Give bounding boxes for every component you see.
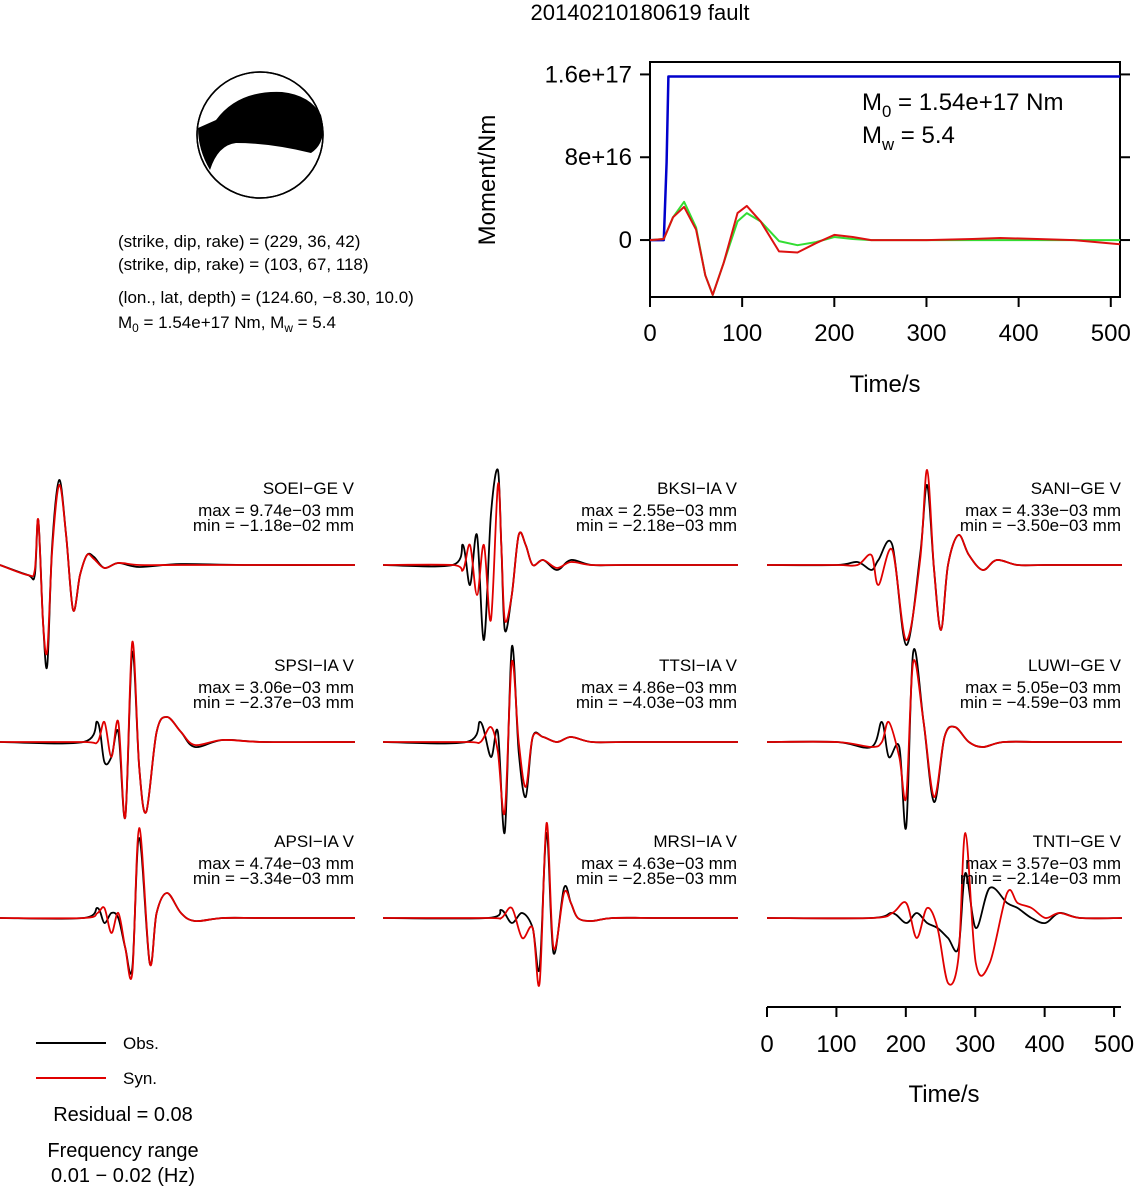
time-axis-tick-label: 400 bbox=[1025, 1031, 1065, 1058]
synthetic-waveform bbox=[0, 484, 355, 656]
synthetic-waveform bbox=[766, 469, 1122, 641]
station-min: min = −2.18e−03 mm bbox=[576, 516, 737, 535]
legend-syn-label: Syn. bbox=[123, 1069, 157, 1088]
station-name: SOEI−GE V bbox=[263, 479, 355, 498]
focal-mechanism-beachball bbox=[196, 71, 324, 199]
moment-ytick-label: 8e+16 bbox=[565, 144, 632, 171]
station-min: min = −4.03e−03 mm bbox=[576, 693, 737, 712]
beachball-compressional-quadrant bbox=[198, 91, 324, 170]
station-min: min = −2.14e−03 mm bbox=[960, 869, 1121, 888]
moment-annotation-m0: M0 = 1.54e+17 Nm bbox=[862, 89, 1063, 121]
moment-plot: Moment/Nm Time/s 1.6e+17 8e+16 0 0 100 200 300… bbox=[474, 61, 1131, 398]
observed-waveform bbox=[766, 872, 1123, 953]
moment-ytick-label: 0 bbox=[619, 227, 632, 254]
synthetic-waveform bbox=[0, 827, 355, 980]
station-name: APSI−IA V bbox=[274, 832, 355, 851]
moment-rate-red-line bbox=[649, 204, 1121, 296]
legend: Obs. Syn. Residual = 0.08 Frequency rang… bbox=[36, 1034, 199, 1187]
time-axis-tick-label: 0 bbox=[760, 1031, 773, 1058]
synthetic-waveform bbox=[382, 482, 738, 623]
moment-xlabel: Time/s bbox=[849, 371, 920, 398]
moment-rate-green-line bbox=[649, 200, 1120, 296]
station-max: max = 2.55e−03 mm bbox=[581, 501, 737, 520]
synthetic-waveform bbox=[766, 832, 1123, 986]
station-name: MRSI−IA V bbox=[653, 832, 737, 851]
observed-waveform bbox=[0, 651, 356, 820]
legend-obs-label: Obs. bbox=[123, 1034, 159, 1053]
station-min: min = −4.59e−03 mm bbox=[960, 693, 1121, 712]
moment-xtick-label: 400 bbox=[999, 320, 1039, 347]
time-axis-tick-label: 200 bbox=[886, 1031, 926, 1058]
moment-xtick-label: 0 bbox=[643, 320, 656, 347]
station-name: BKSI−IA V bbox=[657, 479, 738, 498]
station-max: max = 9.74e−03 mm bbox=[198, 501, 354, 520]
moment-xtick-label: 100 bbox=[722, 320, 762, 347]
moment-plot-frame bbox=[649, 61, 1121, 298]
station-max: max = 5.05e−03 mm bbox=[965, 678, 1121, 697]
time-axis-tick-label: 500 bbox=[1094, 1031, 1134, 1058]
moment-xtick-label: 300 bbox=[906, 320, 946, 347]
figure-title: 20140210180619 fault bbox=[531, 0, 750, 25]
nodal-plane-1: (strike, dip, rake) = (229, 36, 42) bbox=[118, 232, 360, 251]
station-min: min = −2.85e−03 mm bbox=[576, 869, 737, 888]
moment-ytick-label: 1.6e+17 bbox=[545, 61, 632, 88]
moment-magnitude-line: M0 = 1.54e+17 Nm, Mw = 5.4 bbox=[118, 313, 336, 335]
station-max: max = 4.86e−03 mm bbox=[581, 678, 737, 697]
station-max: max = 3.57e−03 mm bbox=[965, 854, 1121, 873]
residual-text: Residual = 0.08 bbox=[53, 1104, 193, 1126]
observed-waveform bbox=[382, 468, 738, 641]
station-max: max = 3.06e−03 mm bbox=[198, 678, 354, 697]
station-name: SPSI−IA V bbox=[274, 656, 355, 675]
mechanism-text: (strike, dip, rake) = (229, 36, 42) (str… bbox=[118, 232, 414, 335]
station-name: SANI−GE V bbox=[1031, 479, 1122, 498]
station-name: LUWI−GE V bbox=[1028, 656, 1122, 675]
time-axis-xlabel: Time/s bbox=[908, 1081, 979, 1108]
station-name: TNTI−GE V bbox=[1033, 832, 1122, 851]
station-min: min = −3.34e−03 mm bbox=[193, 869, 354, 888]
nodal-plane-2: (strike, dip, rake) = (103, 67, 118) bbox=[118, 255, 369, 274]
station-max: max = 4.63e−03 mm bbox=[581, 854, 737, 873]
time-axis-tick-label: 300 bbox=[955, 1031, 995, 1058]
station-min: min = −3.50e−03 mm bbox=[960, 516, 1121, 535]
moment-xtick-label: 500 bbox=[1091, 320, 1131, 347]
synthetic-waveform bbox=[383, 822, 738, 987]
moment-annotation-mw: Mw = 5.4 bbox=[862, 122, 955, 154]
station-max: max = 4.74e−03 mm bbox=[198, 854, 354, 873]
synthetic-waveform bbox=[766, 659, 1122, 802]
moment-ylabel: Moment/Nm bbox=[474, 115, 501, 246]
synthetic-waveform bbox=[382, 659, 738, 816]
station-max: max = 4.33e−03 mm bbox=[965, 501, 1121, 520]
synthetic-waveform bbox=[0, 641, 356, 820]
frequency-range-title: Frequency range bbox=[47, 1140, 198, 1162]
hypocenter-location: (lon., lat, depth) = (124.60, −8.30, 10.… bbox=[118, 288, 414, 307]
moment-xtick-label: 200 bbox=[814, 320, 854, 347]
time-axis-tick-label: 100 bbox=[816, 1031, 856, 1058]
frequency-range-value: 0.01 − 0.02 (Hz) bbox=[51, 1165, 195, 1186]
time-axis: 0 100 200 300 400 500 Time/s bbox=[760, 1006, 1134, 1108]
station-name: TTSI−IA V bbox=[659, 656, 738, 675]
station-min: min = −1.18e−02 mm bbox=[193, 516, 354, 535]
station-min: min = −2.37e−03 mm bbox=[193, 693, 354, 712]
